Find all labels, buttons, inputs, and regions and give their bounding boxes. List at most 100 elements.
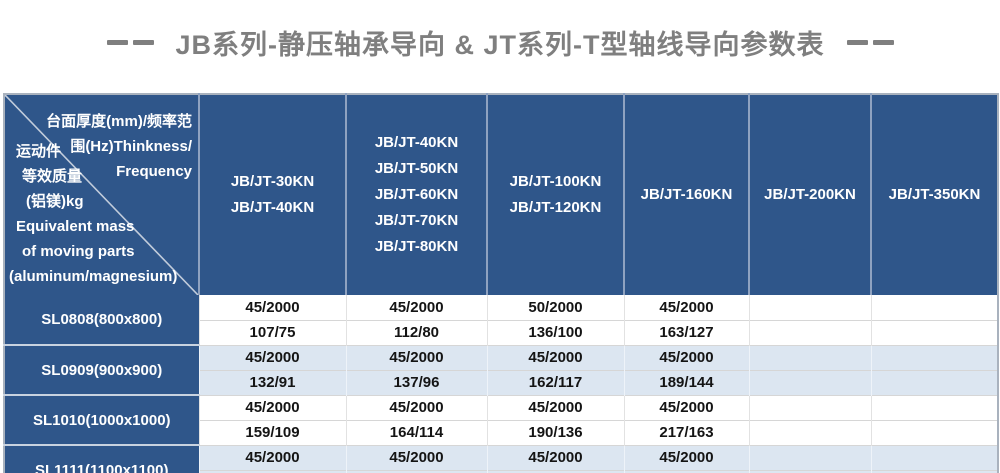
column-header-stack: JB/JT-160KN [625, 182, 748, 208]
table-cell: 112/80 [345, 319, 487, 345]
dash-bar [872, 39, 894, 45]
table-cell: 45/2000 [198, 295, 346, 320]
corner-bottom-left-text: 运动件 等效质量 (铝镁)kg Equivalent mass of moving pa… [8, 139, 198, 289]
table-cell [486, 469, 624, 473]
table-cell [870, 419, 998, 445]
table-row: 159/109 164/114 190/136 217/163 [4, 419, 998, 445]
dash-bar [132, 39, 154, 45]
table-cell [748, 469, 871, 473]
table-cell [870, 444, 998, 470]
column-header-line: JB/JT-200KN [764, 186, 856, 203]
row-label: SL0808(800x800) [4, 295, 199, 345]
column-header-line: JB/JT-40KN [374, 134, 459, 151]
corner-bottom-left-line: 运动件 [16, 143, 62, 160]
page-title: JB系列-静压轴承导向 & JT系列-T型轴线导向参数表 [175, 29, 825, 60]
table-cell [870, 344, 998, 370]
title-left-dash [106, 39, 154, 45]
table-row [4, 469, 998, 473]
table-cell: 45/2000 [623, 394, 749, 420]
column-header-col-350kn: JB/JT-350KN [870, 94, 998, 295]
table-cell: 45/2000 [198, 344, 346, 370]
corner-top-right-line: Frequency [116, 163, 192, 180]
table-cell: 163/127 [623, 319, 749, 345]
column-header-line: JB/JT-50KN [374, 160, 459, 177]
corner-bottom-left-line: (aluminum/magnesium) [9, 268, 178, 285]
table-cell: 45/2000 [486, 444, 624, 470]
column-header-stack: JB/JT-30KN JB/JT-40KN [200, 169, 345, 221]
table-body: SL0808(800x800) 45/2000 45/2000 50/2000 45/2… [4, 295, 998, 473]
column-header-line: JB/JT-350KN [888, 186, 981, 203]
table-row: SL0808(800x800) 45/2000 45/2000 50/2000 45/2… [4, 295, 998, 345]
corner-bottom-left-line: 等效质量 [22, 168, 83, 185]
dash-bar [106, 39, 128, 45]
table-cell: 137/96 [345, 369, 487, 395]
column-header-stack: JB/JT-40KN JB/JT-50KN JB/JT-60KN JB/JT-70KN… [347, 130, 486, 260]
table-row: 107/75 112/80 136/100 163/127 [4, 319, 998, 345]
table-cell: 45/2000 [198, 444, 346, 470]
column-header-line: JB/JT-30KN [230, 173, 315, 190]
table-row: SL0909(900x900) 45/2000 45/2000 45/2000 45/2… [4, 344, 998, 395]
corner-top-right-text: 台面厚度(mm)/频率范围(Hz)Thinkness/Frequency [46, 109, 192, 184]
column-header-line: JB/JT-100KN [509, 173, 602, 190]
corner-top-right-line: 台面厚度(mm)/频率范 [46, 113, 192, 130]
table-cell [870, 394, 998, 420]
table-cell: 217/163 [623, 419, 749, 445]
column-header-line: JB/JT-80KN [374, 238, 459, 255]
parameter-table: 台面厚度(mm)/频率范围(Hz)Thinkness/Frequency 运动件… [3, 93, 999, 473]
table-cell: 45/2000 [345, 295, 487, 320]
table-cell: 132/91 [198, 369, 346, 395]
column-header-line: JB/JT-60KN [374, 186, 459, 203]
table-cell: 50/2000 [486, 295, 624, 320]
title-right-dash [846, 39, 894, 45]
table-row: SL1111(1100x1100) 45/2000 45/2000 45/2000 45… [4, 444, 998, 473]
column-header-col-200kn: JB/JT-200KN [748, 94, 871, 295]
diagonal-divider-line [5, 95, 198, 295]
table-cell [748, 444, 871, 470]
column-header-col-100-120kn: JB/JT-100KN JB/JT-120KN [486, 94, 624, 295]
column-header-line: JB/JT-70KN [374, 212, 459, 229]
column-header-col-40-80kn: JB/JT-40KN JB/JT-50KN JB/JT-60KN JB/JT-70KN… [345, 94, 487, 295]
table-cell [345, 469, 487, 473]
table-cell: 45/2000 [345, 394, 487, 420]
column-header-line: JB/JT-40KN [230, 199, 315, 216]
column-header-line: JB/JT-120KN [509, 199, 602, 216]
table-cell [870, 295, 998, 320]
table-cell [623, 469, 749, 473]
table-cell [748, 394, 871, 420]
table-row: SL1010(1000x1000) 45/2000 45/2000 45/2000 45… [4, 394, 998, 445]
table-cell: 45/2000 [345, 444, 487, 470]
table-cell: 45/2000 [486, 394, 624, 420]
column-header-col-160kn: JB/JT-160KN [623, 94, 749, 295]
table-cell: 189/144 [623, 369, 749, 395]
table-cell: 45/2000 [623, 444, 749, 470]
corner-header-cell: 台面厚度(mm)/频率范围(Hz)Thinkness/Frequency 运动件… [4, 94, 199, 295]
table-cell: 45/2000 [623, 295, 749, 320]
table-cell [748, 369, 871, 395]
corner-bottom-left-line: (铝镁)kg [26, 193, 84, 210]
row-label: SL1010(1000x1000) [4, 394, 199, 445]
corner-top-right-line: 围(Hz)Thinkness/ [70, 138, 192, 155]
table-cell: 136/100 [486, 319, 624, 345]
column-header-line: JB/JT-160KN [640, 186, 733, 203]
row-label: SL0909(900x900) [4, 344, 199, 395]
table-cell: 159/109 [198, 419, 346, 445]
column-header-stack: JB/JT-200KN [750, 182, 870, 208]
table-cell: 45/2000 [623, 344, 749, 370]
table-cell [748, 344, 871, 370]
table-cell [870, 469, 998, 473]
column-header-stack: JB/JT-100KN JB/JT-120KN [488, 169, 623, 221]
table-cell: 107/75 [198, 319, 346, 345]
table-cell: 164/114 [345, 419, 487, 445]
table-cell [870, 319, 998, 345]
column-header-stack: JB/JT-350KN [872, 182, 997, 208]
table-cell [870, 369, 998, 395]
dash-bar [846, 39, 868, 45]
table-cell: 190/136 [486, 419, 624, 445]
corner-bottom-left-line: Equivalent mass [16, 218, 135, 235]
table-cell [748, 319, 871, 345]
table-cell: 45/2000 [345, 344, 487, 370]
page-title-row: JB系列-静压轴承导向 & JT系列-T型轴线导向参数表 [0, 18, 1000, 66]
table-cell [198, 469, 346, 473]
column-header-col-30-40kn: JB/JT-30KN JB/JT-40KN [198, 94, 346, 295]
